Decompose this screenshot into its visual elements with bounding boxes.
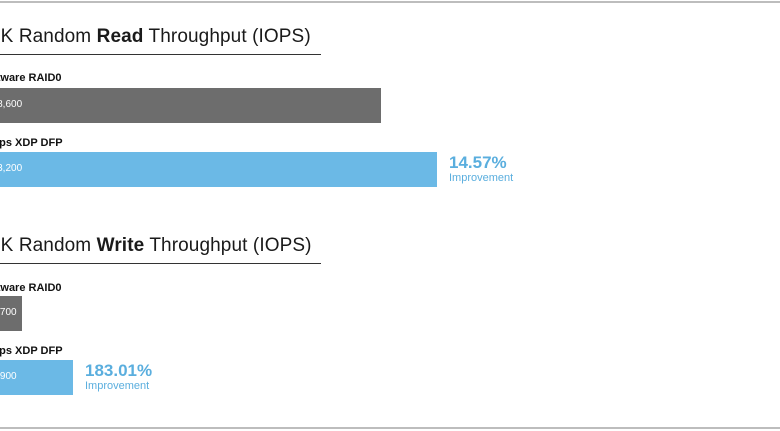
bar-pliops-xdp-dfp: 253,200 xyxy=(0,152,437,187)
improvement-label: Improvement xyxy=(449,172,514,184)
improvement-percent: 183.01% xyxy=(85,361,153,380)
chart-title-part: Write xyxy=(96,235,145,256)
chart-title-part: Throughput (IOPS) xyxy=(143,26,311,47)
bar-value-label: 35,900 xyxy=(0,371,17,382)
improvement-label: Improvement xyxy=(85,380,150,392)
chart-title: 4K Random Read Throughput (IOPS) xyxy=(0,26,311,48)
chart-title: 4K Random Write Throughput (IOPS) xyxy=(0,235,312,257)
series-label: Software RAID0 xyxy=(0,72,62,84)
bottom-border xyxy=(0,427,780,429)
bar-value-label: 12,700 xyxy=(0,307,17,318)
chart-title-part: 4K Random xyxy=(0,235,97,256)
bar-software-raid0: 218,600 xyxy=(0,88,381,123)
bar-software-raid0: 12,700 xyxy=(0,296,22,331)
chart-title-part: Read xyxy=(96,26,144,47)
improvement-annotation: 14.57% Improvement xyxy=(449,153,513,185)
improvement-percent: 14.57% xyxy=(449,153,507,172)
chart-title-part: Throughput (IOPS) xyxy=(144,235,312,256)
bar-pliops-xdp-dfp: 35,900 xyxy=(0,360,73,395)
series-label: Pliops XDP DFP xyxy=(0,137,63,149)
improvement-annotation: 183.01% Improvement xyxy=(85,361,152,393)
series-label: Software RAID0 xyxy=(0,282,62,294)
title-underline xyxy=(0,263,321,264)
top-border xyxy=(0,1,780,3)
title-underline xyxy=(0,54,321,55)
series-label: Pliops XDP DFP xyxy=(0,345,63,357)
bar-value-label: 253,200 xyxy=(0,163,23,174)
bar-value-label: 218,600 xyxy=(0,99,23,110)
chart-title-part: 4K Random xyxy=(0,26,97,47)
